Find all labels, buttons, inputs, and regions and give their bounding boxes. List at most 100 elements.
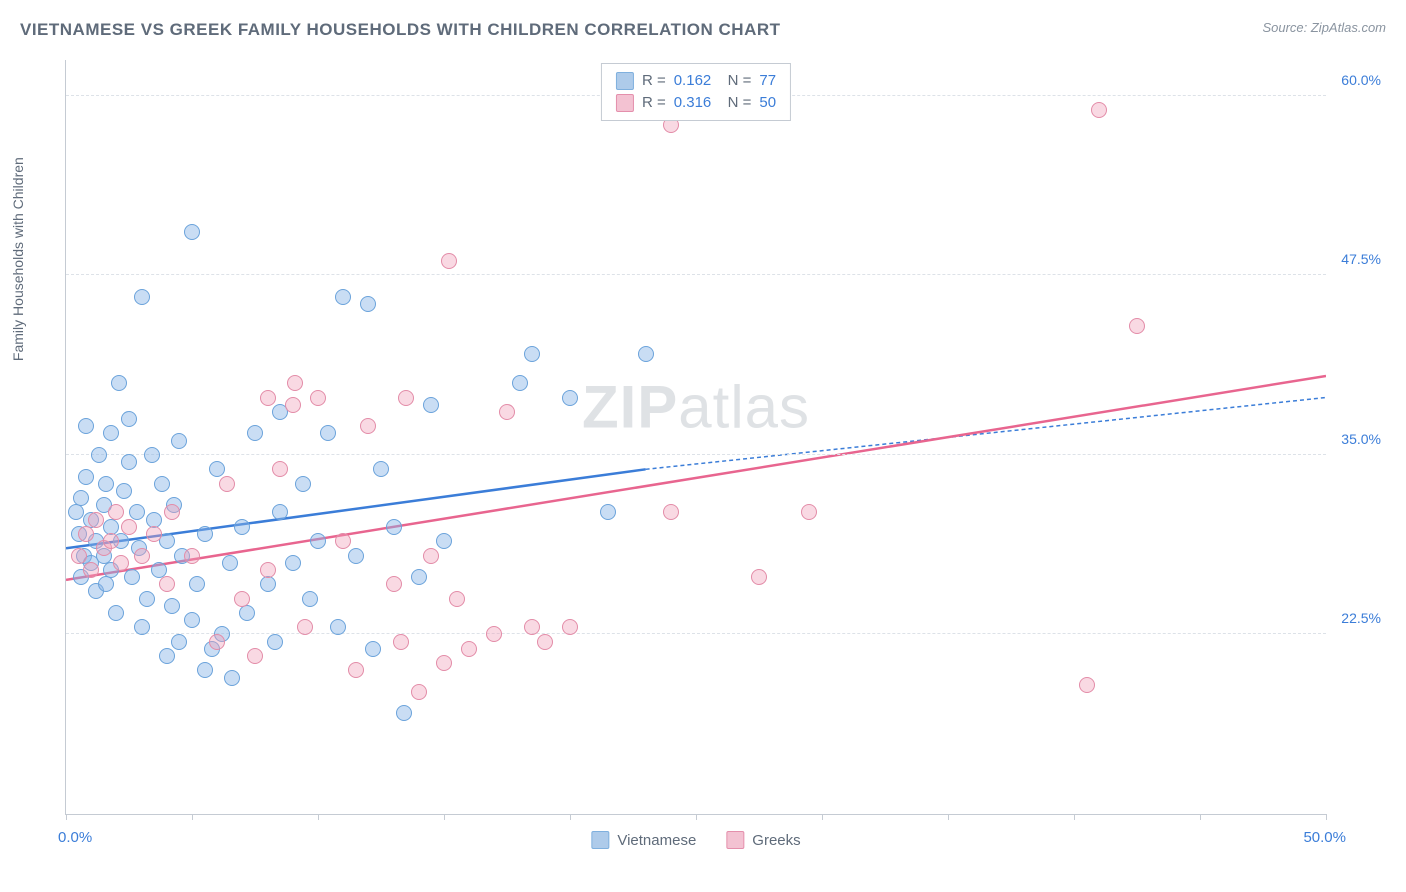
data-point — [171, 634, 187, 650]
data-point — [121, 454, 137, 470]
data-point — [562, 619, 578, 635]
data-point — [365, 641, 381, 657]
data-point — [562, 390, 578, 406]
data-point — [134, 548, 150, 564]
data-point — [139, 591, 155, 607]
data-point — [68, 504, 84, 520]
data-point — [449, 591, 465, 607]
data-point — [78, 469, 94, 485]
data-point — [411, 569, 427, 585]
data-point — [751, 569, 767, 585]
data-point — [121, 411, 137, 427]
data-point — [1091, 102, 1107, 118]
data-point — [1079, 677, 1095, 693]
data-point — [121, 519, 137, 535]
data-point — [386, 576, 402, 592]
data-point — [260, 576, 276, 592]
y-tick-label: 47.5% — [1341, 251, 1381, 267]
data-point — [116, 483, 132, 499]
data-point — [436, 533, 452, 549]
data-point — [73, 490, 89, 506]
gridline — [66, 633, 1326, 634]
x-tick — [696, 814, 697, 820]
data-point — [98, 576, 114, 592]
data-point — [209, 634, 225, 650]
data-point — [134, 289, 150, 305]
x-tick — [1326, 814, 1327, 820]
y-axis-label: Family Households with Children — [10, 157, 26, 361]
data-point — [197, 526, 213, 542]
data-point — [335, 533, 351, 549]
data-point — [234, 591, 250, 607]
data-point — [260, 562, 276, 578]
data-point — [113, 555, 129, 571]
data-point — [486, 626, 502, 642]
data-point — [111, 375, 127, 391]
data-point — [302, 591, 318, 607]
data-point — [129, 504, 145, 520]
x-tick — [66, 814, 67, 820]
legend-item-vietnamese: Vietnamese — [591, 831, 696, 849]
data-point — [393, 634, 409, 650]
data-point — [78, 526, 94, 542]
data-point — [310, 390, 326, 406]
data-point — [260, 390, 276, 406]
x-tick — [318, 814, 319, 820]
legend-swatch-vietnamese — [591, 831, 609, 849]
x-axis-min-label: 0.0% — [58, 829, 92, 846]
data-point — [247, 425, 263, 441]
data-point — [348, 548, 364, 564]
data-point — [285, 555, 301, 571]
data-point — [189, 576, 205, 592]
data-point — [154, 476, 170, 492]
legend-row-greeks: R = 0.316 N = 50 — [616, 92, 776, 114]
data-point — [108, 504, 124, 520]
x-tick — [570, 814, 571, 820]
data-point — [103, 533, 119, 549]
data-point — [159, 648, 175, 664]
data-point — [461, 641, 477, 657]
data-point — [524, 346, 540, 362]
x-tick — [192, 814, 193, 820]
x-tick — [948, 814, 949, 820]
data-point — [239, 605, 255, 621]
watermark: ZIPatlas — [582, 372, 810, 441]
y-tick-label: 60.0% — [1341, 72, 1381, 88]
legend-row-vietnamese: R = 0.162 N = 77 — [616, 70, 776, 92]
data-point — [499, 404, 515, 420]
y-tick-label: 35.0% — [1341, 431, 1381, 447]
data-point — [638, 346, 654, 362]
data-point — [272, 504, 288, 520]
data-point — [98, 476, 114, 492]
data-point — [108, 605, 124, 621]
scatter-plot-area: ZIPatlas R = 0.162 N = 77 R = 0.316 N = … — [65, 60, 1326, 815]
data-point — [663, 504, 679, 520]
data-point — [222, 555, 238, 571]
data-point — [373, 461, 389, 477]
data-point — [396, 705, 412, 721]
data-point — [267, 634, 283, 650]
data-point — [423, 397, 439, 413]
data-point — [159, 576, 175, 592]
data-point — [524, 619, 540, 635]
x-tick — [444, 814, 445, 820]
data-point — [310, 533, 326, 549]
swatch-greeks — [616, 94, 634, 112]
data-point — [1129, 318, 1145, 334]
data-point — [285, 397, 301, 413]
data-point — [320, 425, 336, 441]
swatch-vietnamese — [616, 72, 634, 90]
data-point — [441, 253, 457, 269]
data-point — [537, 634, 553, 650]
data-point — [134, 619, 150, 635]
data-point — [146, 526, 162, 542]
data-point — [224, 670, 240, 686]
x-tick — [822, 814, 823, 820]
data-point — [88, 512, 104, 528]
data-point — [360, 418, 376, 434]
series-legend: Vietnamese Greeks — [591, 831, 800, 849]
data-point — [297, 619, 313, 635]
data-point — [164, 598, 180, 614]
chart-source: Source: ZipAtlas.com — [1262, 20, 1386, 35]
data-point — [247, 648, 263, 664]
